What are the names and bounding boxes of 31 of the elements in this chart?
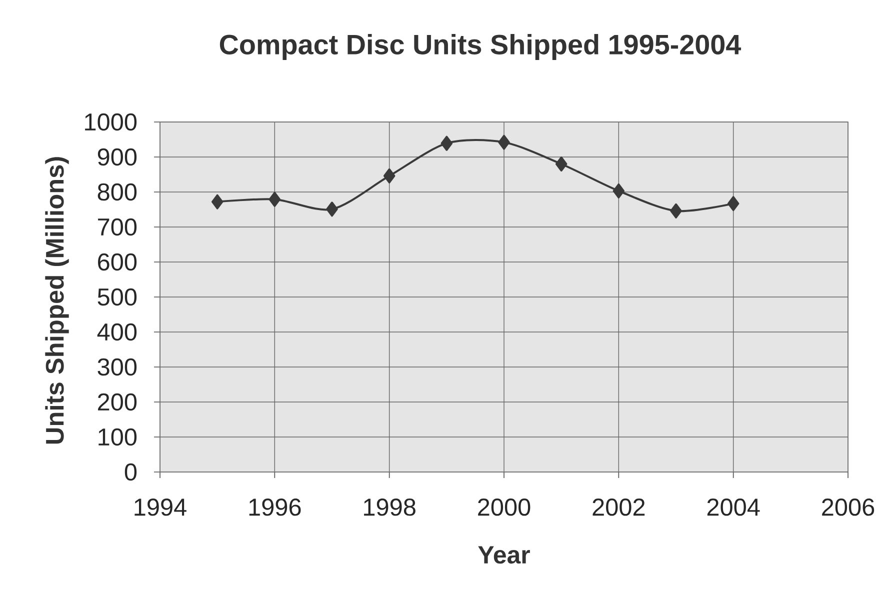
y-tick-label: 1000 bbox=[85, 113, 137, 131]
x-tick-label: 1996 bbox=[249, 498, 301, 516]
point bbox=[268, 192, 281, 207]
x-tick-label: 2004 bbox=[707, 498, 760, 516]
x-tick-label: 2002 bbox=[592, 498, 645, 516]
y-tick-label: 600 bbox=[98, 253, 137, 271]
y-tick-label: 100 bbox=[98, 428, 137, 446]
point bbox=[670, 203, 682, 218]
point bbox=[727, 196, 740, 212]
point bbox=[383, 168, 396, 184]
y-tick-label: 800 bbox=[98, 183, 137, 201]
x-axis-title: Year bbox=[478, 546, 530, 564]
point bbox=[211, 194, 224, 210]
y-axis-title: Units Shipped (Millions) bbox=[45, 157, 69, 444]
y-tick-label: 300 bbox=[98, 358, 137, 376]
y-tick-label: 200 bbox=[98, 393, 137, 411]
point bbox=[498, 134, 510, 150]
point bbox=[555, 156, 568, 172]
y-tick-label: 0 bbox=[124, 463, 137, 481]
y-tick-label: 900 bbox=[98, 148, 137, 166]
y-tick-label: 500 bbox=[98, 288, 137, 306]
x-tick-label: 2006 bbox=[822, 498, 874, 516]
y-tick-label: 400 bbox=[97, 323, 137, 341]
x-tick-label: 2000 bbox=[478, 498, 530, 516]
x-tick-label: 1994 bbox=[134, 498, 186, 516]
point bbox=[440, 136, 453, 151]
y-tick-label: 700 bbox=[98, 218, 137, 236]
point bbox=[326, 202, 338, 217]
point bbox=[612, 183, 625, 198]
chart-title: Compact Disc Units Shipped 1995-2004 bbox=[220, 34, 742, 60]
x-tick-label: 1998 bbox=[364, 498, 416, 516]
